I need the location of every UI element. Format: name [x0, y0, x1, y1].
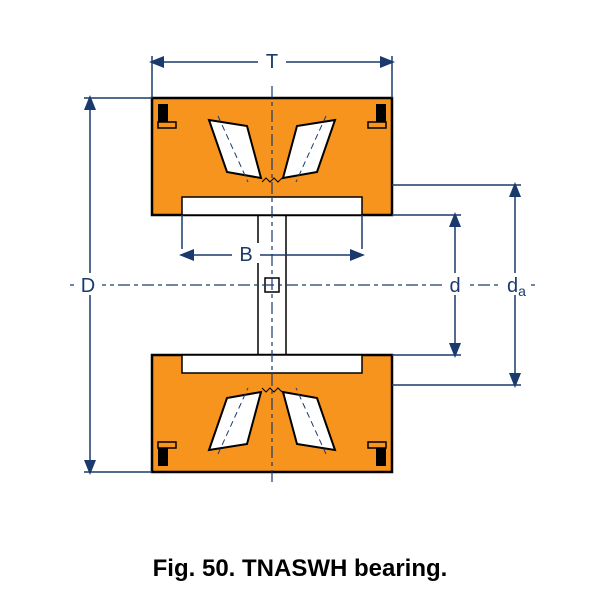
figure-caption: Fig. 50. TNASWH bearing. — [0, 555, 600, 583]
svg-text:D: D — [81, 275, 95, 297]
svg-text:B: B — [239, 244, 252, 266]
bearing-diagram: TBDdda — [40, 40, 560, 490]
svg-text:T: T — [266, 51, 278, 73]
svg-text:d: d — [449, 275, 460, 297]
